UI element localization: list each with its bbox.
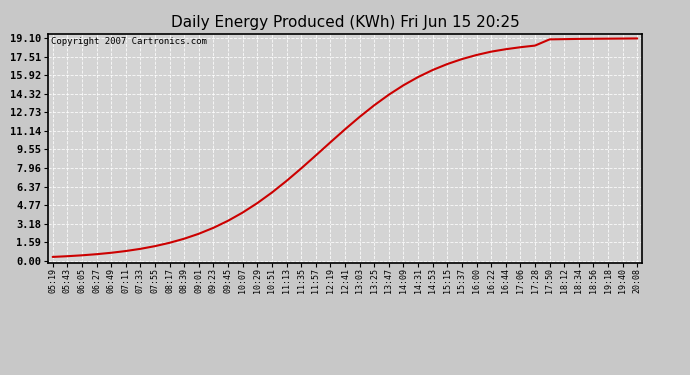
Text: Copyright 2007 Cartronics.com: Copyright 2007 Cartronics.com <box>51 37 207 46</box>
Title: Daily Energy Produced (KWh) Fri Jun 15 20:25: Daily Energy Produced (KWh) Fri Jun 15 2… <box>170 15 520 30</box>
